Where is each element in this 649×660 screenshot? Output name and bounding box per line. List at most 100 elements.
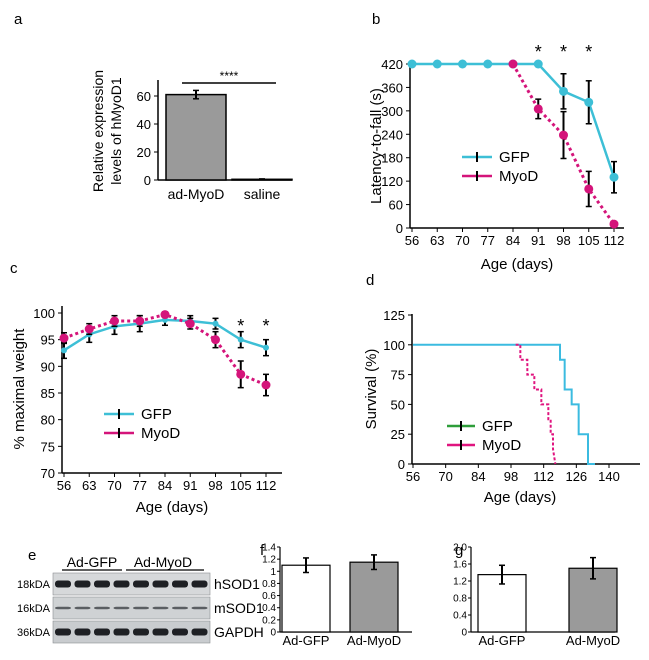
x-tick-label-g: Ad-MyoD: [566, 633, 620, 648]
blot-band-mSOD1: [172, 606, 188, 610]
y-tick-label-g: 1.2: [453, 577, 467, 588]
chart-c: 70 75 80 85 90 95 100 56 63 70 77 84 91 98 105 112 Age (…: [11, 306, 282, 516]
y-tick-label-b: 360: [381, 80, 403, 95]
y-tick-label-g: 0.4: [453, 611, 467, 622]
y-tick-label-d: 125: [383, 308, 405, 323]
y-tick-label-f: 0.4: [262, 603, 276, 614]
y-tick-label-d: 0: [398, 457, 405, 472]
band-size-label-e: 16kDA: [17, 603, 51, 615]
data-point-c-MyoD: [236, 369, 246, 379]
x-tick-label-c: 56: [57, 478, 71, 493]
group-label-e: Ad-GFP: [67, 554, 118, 570]
blot-strip-GAPDH: [52, 620, 211, 644]
y-tick-label-f: 0: [270, 628, 276, 639]
x-tick-label-g: Ad-GFP: [479, 633, 526, 648]
blot-band-GAPDH: [152, 628, 169, 636]
panel-label-g: g: [455, 542, 463, 559]
data-point-b-GFP: [458, 59, 467, 69]
y-tick-label-g: 2.0: [453, 543, 467, 554]
y-label-a-line2: levels of hMyoD1: [108, 77, 124, 185]
significance-star-b: *: [535, 42, 542, 62]
panel-label-a: a: [14, 11, 23, 28]
data-point-b-GFP: [584, 97, 594, 107]
y-tick-label-a: 60: [137, 89, 151, 104]
legend-label-b: MyoD: [499, 168, 538, 185]
y-tick-label-d: 25: [391, 427, 405, 442]
y-tick-label-c: 85: [41, 386, 55, 401]
chart-d: 0 25 50 75 100 125 56 70 84 98 112 126 140 Age (days)…: [363, 308, 640, 506]
y-tick-label-d: 50: [391, 397, 405, 412]
group-label-e: Ad-MyoD: [134, 554, 192, 570]
x-tick-label-c: 77: [133, 478, 147, 493]
x-label-d: Age (days): [484, 489, 557, 506]
chart-b: 0 60 120 180 240 300 360 420 56 63 70 77 84 91 98 105 11…: [368, 42, 624, 273]
y-tick-label-c: 80: [41, 413, 55, 428]
bar-f-Ad-MyoD: [349, 561, 399, 633]
blot-band-mSOD1: [94, 606, 110, 610]
data-point-c-GFP: [212, 320, 219, 327]
blot-band-GAPDH: [191, 628, 208, 636]
blot-band-hSOD1: [113, 580, 130, 588]
legend-label-d: MyoD: [482, 437, 521, 454]
y-label-c: % maximal weight: [11, 328, 28, 450]
x-tick-label-c: 70: [107, 478, 121, 493]
survival-curve-d-GFP: [413, 343, 595, 465]
y-tick-label-d: 100: [383, 338, 405, 353]
y-label-a-line1: Relative expression: [90, 70, 106, 192]
blot-band-hSOD1: [74, 580, 91, 588]
blot-band-mSOD1: [152, 606, 169, 610]
y-tick-label-a: 20: [137, 145, 151, 160]
data-point-c-GFP: [61, 347, 67, 354]
blot-band-GAPDH: [74, 628, 91, 636]
data-point-b-GFP: [407, 59, 417, 69]
bar-g-Ad-GFP: [477, 574, 527, 633]
x-tick-label-c: 112: [256, 478, 277, 493]
x-tick-label-b: 56: [405, 233, 419, 248]
x-tick-label-c: 105: [230, 478, 252, 493]
blot-band-mSOD1: [113, 606, 130, 610]
y-tick-label-c: 100: [33, 306, 55, 321]
y-tick-label-f: 1.2: [262, 555, 276, 566]
blot-band-hSOD1: [191, 580, 208, 588]
panel-label-e: e: [28, 547, 36, 564]
y-tick-label-b: 420: [381, 57, 403, 72]
x-tick-label-a: saline: [244, 186, 281, 202]
significance-star-c: *: [262, 316, 269, 336]
x-tick-label-d: 84: [471, 469, 485, 484]
data-point-b-MyoD: [533, 104, 543, 114]
data-point-b-GFP: [533, 59, 543, 69]
panel-label-f: f: [260, 542, 265, 559]
x-tick-label-b: 112: [604, 233, 625, 248]
y-tick-label-g: 0: [461, 628, 467, 639]
survival-curve-d-MyoD: [515, 343, 557, 465]
blot-strip-hSOD1: [52, 572, 211, 596]
western-blot-e: Ad-GFP Ad-MyoD 18kDA hSOD1 16kDA mSOD1 36kDA GA…: [17, 554, 264, 644]
data-point-c-MyoD: [185, 319, 195, 329]
x-tick-label-f: Ad-MyoD: [347, 633, 401, 648]
y-tick-label-d: 75: [391, 368, 405, 383]
x-tick-label-d: 126: [565, 469, 587, 484]
y-tick-label-b: 240: [381, 127, 403, 142]
y-tick-label-g: 0.8: [453, 594, 467, 605]
blot-band-mSOD1: [191, 606, 208, 610]
y-tick-label-g: 1.6: [453, 560, 467, 571]
x-label-b: Age (days): [481, 256, 554, 273]
data-point-c-MyoD: [110, 316, 119, 326]
y-tick-label-b: 300: [381, 104, 403, 119]
x-tick-label-c: 98: [208, 478, 222, 493]
blot-strip-mSOD1: [52, 596, 211, 620]
x-tick-label-b: 91: [531, 233, 545, 248]
data-point-c-GFP: [263, 344, 269, 351]
legend-label-b: GFP: [499, 149, 530, 166]
blot-band-hSOD1: [152, 580, 169, 588]
y-tick-label-b: 0: [396, 221, 403, 236]
data-point-c-MyoD: [261, 380, 271, 390]
y-tick-label-a: 0: [144, 173, 151, 188]
data-point-b-GFP: [483, 59, 493, 69]
y-tick-label-f: 1.4: [262, 543, 276, 554]
data-point-c-MyoD: [211, 335, 220, 345]
data-point-c-MyoD: [59, 333, 69, 343]
y-tick-label-c: 95: [41, 333, 55, 348]
y-tick-label-c: 75: [41, 439, 55, 454]
